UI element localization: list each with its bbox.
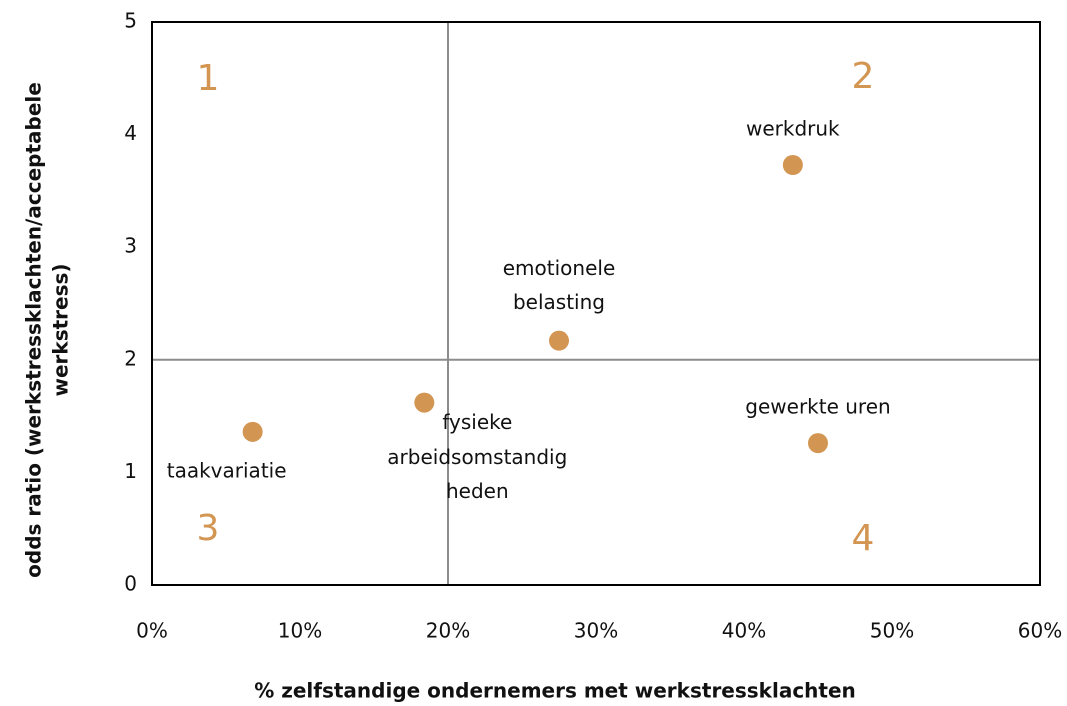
x-tick-label: 50% xyxy=(870,619,914,643)
quadrant-label: 3 xyxy=(197,508,220,549)
x-tick-label: 20% xyxy=(426,619,470,643)
y-tick-label: 2 xyxy=(124,346,137,370)
x-tick-label: 30% xyxy=(574,619,618,643)
point-label: gewerkte uren xyxy=(745,395,890,419)
x-tick-label: 40% xyxy=(722,619,766,643)
y-tick-label: 4 xyxy=(124,121,137,145)
point-label: heden xyxy=(446,479,509,503)
plot-border xyxy=(151,21,1041,586)
y-axis-title: odds ratio (werkstressklachten/acceptabe… xyxy=(22,82,46,578)
point xyxy=(549,330,569,351)
point xyxy=(242,421,263,442)
x-axis-title: % zelfstandige ondernemers met werkstres… xyxy=(254,679,856,703)
y-tick-label: 1 xyxy=(124,459,137,483)
point-label: taakvariatie xyxy=(167,458,287,482)
x-tick-label: 0% xyxy=(136,619,168,643)
point-label: fysieke xyxy=(442,410,512,434)
quadrant-label: 2 xyxy=(852,56,875,97)
point-label: werkdruk xyxy=(746,117,840,141)
point xyxy=(782,155,803,176)
point xyxy=(808,433,828,454)
quadrant-label: 1 xyxy=(197,58,220,99)
y-tick-label: 3 xyxy=(124,234,137,258)
point-label: belasting xyxy=(513,290,605,314)
point xyxy=(414,392,435,413)
y-axis-title: werkstress) xyxy=(49,263,73,396)
quadrant-label: 4 xyxy=(852,518,875,559)
y-tick-label: 0 xyxy=(124,572,137,596)
point-label: emotionele xyxy=(503,256,616,280)
point-label: arbeidsomstandig xyxy=(387,445,567,469)
y-tick-label: 5 xyxy=(124,9,137,33)
x-tick-label: 10% xyxy=(278,619,322,643)
x-tick-label: 60% xyxy=(1018,619,1062,643)
